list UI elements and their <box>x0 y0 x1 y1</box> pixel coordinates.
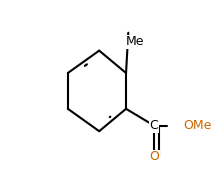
Text: C: C <box>150 119 158 132</box>
Text: OMe: OMe <box>183 119 211 132</box>
Text: Me: Me <box>126 35 144 48</box>
Text: O: O <box>149 150 159 163</box>
